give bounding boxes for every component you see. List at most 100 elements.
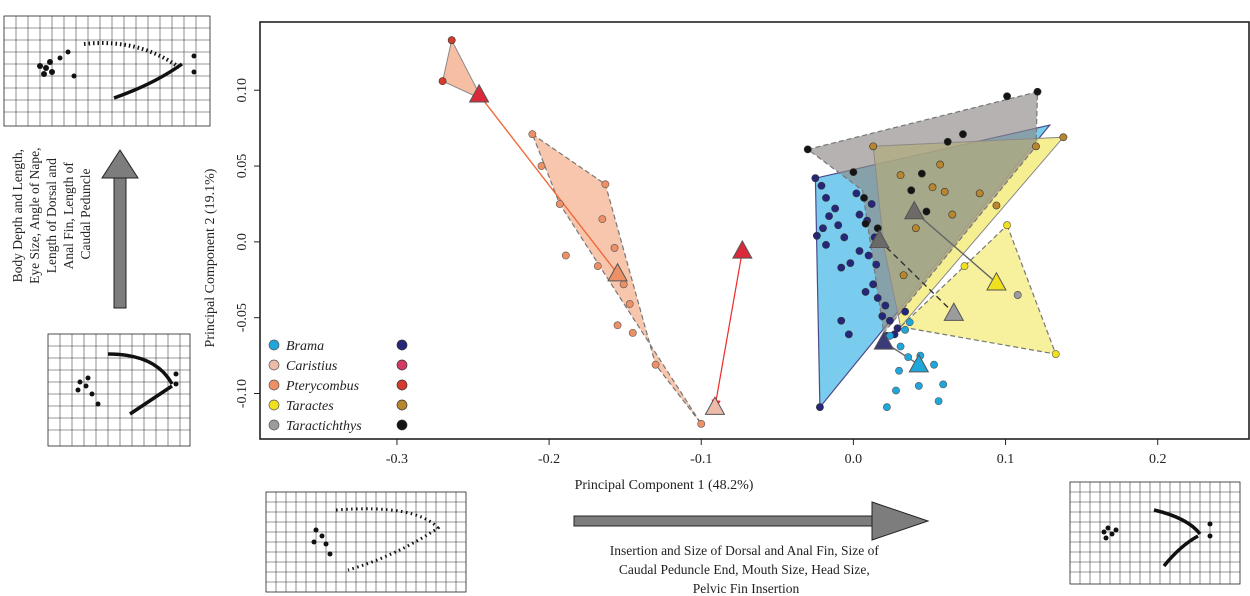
pterycombus-point-14 [625,300,634,308]
brama-mean-marker [908,353,930,373]
brama-extant-point-33 [901,307,910,316]
taractes-fossil-mean-marker [903,200,925,220]
point-layer [438,36,1068,428]
link-layer [478,94,997,410]
brama-extant-point-18 [867,200,876,208]
y-axis-ticks: -0.10 -0.05 0.0 0.05 0.10 [235,78,260,408]
brama-extant-point-24 [873,294,882,302]
taractes-point-1 [1003,221,1011,230]
taractichthys-extant-point-5 [943,137,952,146]
legend-swatch-brama [268,339,280,351]
brama-extant-point-7 [812,231,821,240]
taractichthys-extant-point-3 [1033,87,1042,96]
plot-frame [259,21,1250,440]
taractes-extant-point-7 [948,210,957,219]
pterycombus-point-2 [537,162,546,170]
legend: Brama Caristius Pterycombus Taractes Taracti… [268,339,408,434]
taractichthys-point-1 [1013,291,1022,299]
taractes-hull [899,224,1057,355]
y-axis-label: Principal Component 2 (19.1%) [203,168,218,347]
taractes-extant-point-8 [975,189,984,198]
pc2-note-line-2: Eye Size, Angle of Nape, [27,147,42,283]
brama-point-7 [930,360,938,369]
pc2-note-line-1: Body Depth and Length, [10,149,25,282]
brama-extant-point-14 [855,247,864,255]
taractes-extant-point-9 [992,201,1001,210]
pterycombus-point-7 [561,251,570,260]
taractes-point-4 [960,262,969,271]
brama-extant-point-28 [893,324,902,333]
pterycombus-mean-marker [607,262,628,282]
legend-label-pterycombus: Pterycombus [285,379,360,394]
brama-extant-point-25 [881,301,890,310]
pterycombus-point-13 [697,419,706,428]
hull-layer [442,38,1065,425]
brama-point-12 [892,386,900,395]
legend-swatch-pterycombus [268,379,280,391]
pc2-loading-note: Body Depth and Length, Eye Size, Angle o… [10,144,93,284]
x-tick-label-4: 0.0 [845,452,863,467]
brama-extant-point-11 [840,233,849,242]
pc1-note-line-1: Insertion and Size of Dorsal and Anal Fi… [610,543,880,558]
pterycombus-extant-point-1 [438,77,447,86]
legend-label-brama: Brama [286,339,324,354]
brama-point-1 [905,318,914,327]
pterycombus-extant-hull [442,38,484,101]
brama-extant-point-4 [822,193,830,202]
pterycombus-fossil-mean-marker [468,83,490,103]
taractichthys-extant-point-9 [873,224,882,233]
pterycombus-point-11 [628,328,637,337]
taractes-extant-point-10 [1032,142,1040,151]
taractes-extant-point-5 [940,187,949,196]
pc1-direction-arrow [573,501,930,541]
legend-swatch-extant-taractichthys [396,419,408,431]
taractichthys-extant-point-1 [803,145,812,154]
pc1-note-line-2: Caudal Peduncle End, Mouth Size, Head Si… [619,562,870,577]
pterycombus-point-8 [593,262,602,271]
pterycombus-point-10 [613,321,622,330]
brama-extant-point-16 [855,210,864,219]
brama-extant-point-21 [872,260,881,269]
pterycombus-extant-point-2 [447,36,456,45]
brama-point-11 [882,403,891,412]
taractichthys-extant-point-4 [959,130,967,139]
pterycombus-mean-link [478,94,619,275]
deformation-grid-bottom-right [1069,481,1241,585]
legend-swatch-caristius [268,359,280,371]
pterycombus-point-1 [528,130,537,139]
pterycombus-point-4 [555,200,564,208]
deformation-grid-bottom-left [265,491,467,593]
taractichthys-extant-point-2 [1003,92,1011,101]
brama-extant-point-3 [817,181,826,190]
pterycombus-point-6 [610,244,619,252]
caristius-fossil-mean-marker [731,239,753,259]
taractichthys-extant-point-11 [922,207,931,216]
brama-extant-point-22 [869,280,878,289]
brama-extant-point-10 [834,221,843,230]
taractichthys-fossil-mean-marker [868,229,890,249]
taractichthys-extant-point-7 [860,193,868,202]
legend-label-taractichthys: Taractichthys [286,419,362,434]
pc2-note-line-4: Anal Fin, Length of [61,162,76,270]
brama-extant-point-31 [837,316,846,325]
mean-layer [468,83,1007,415]
taractichthys-extant-point-12 [917,169,926,178]
taractes-extant-point-6 [936,160,945,169]
pterycombus-point-3 [601,180,610,189]
legend-label-caristius: Caristius [286,359,338,374]
x-axis-label: Principal Component 1 (48.2%) [575,478,754,493]
brama-extant-point-26 [878,312,887,321]
brama-extant-point-13 [846,259,855,268]
taractes-point-2 [1051,350,1060,358]
legend-swatch-taractichthys [268,419,280,431]
taractichthys-mean-marker [943,302,965,321]
chart-layers [438,36,1068,428]
brama-extant-point-1 [816,403,824,412]
legend-label-taractes: Taractes [286,399,334,414]
pterycombus-point-9 [619,280,628,289]
brama-extant-point-5 [825,212,833,220]
x-tick-label-2: -0.2 [538,452,560,467]
legend-swatch-extant-caristius [396,359,408,371]
brama-extant-point-12 [837,263,846,272]
brama-extant-point-2 [811,174,820,183]
